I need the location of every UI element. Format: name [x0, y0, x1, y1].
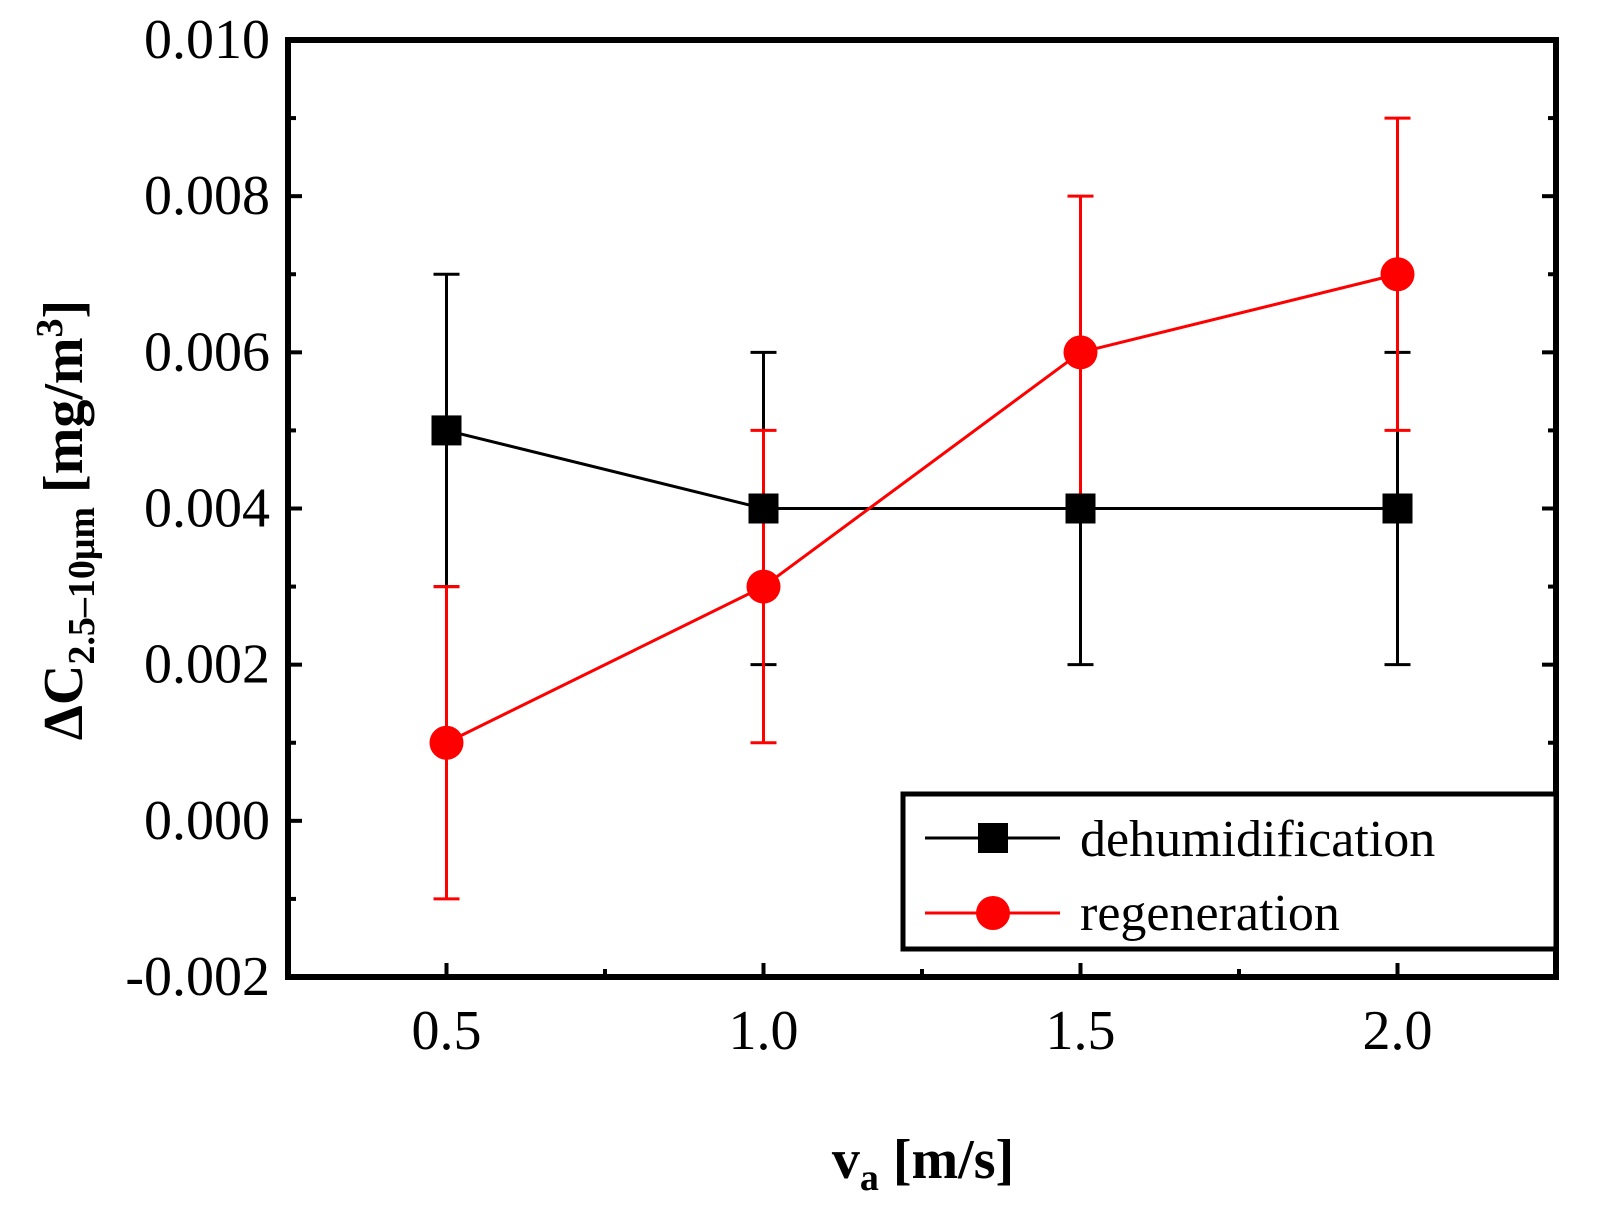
data-point-dehumidification: [1382, 493, 1413, 524]
data-point-dehumidification: [431, 415, 462, 446]
x-tick-label: 1.5: [1046, 1000, 1116, 1062]
x-axis-label: va [m/s]: [832, 1129, 1014, 1199]
y-tick-label: 0.006: [144, 321, 270, 383]
y-tick-label: 0.002: [144, 634, 270, 696]
x-tick-label: 1.0: [729, 1000, 799, 1062]
legend: dehumidification regeneration: [900, 791, 1559, 952]
x-tick-label: 2.0: [1363, 1000, 1433, 1062]
data-point-dehumidification: [748, 493, 779, 524]
data-point-regeneration: [1063, 335, 1098, 370]
series-line-regeneration: [445, 272, 1398, 745]
y-tick-label: 0.004: [144, 478, 270, 540]
y-tick-label: -0.002: [125, 946, 270, 1008]
y-tick-label: 0.010: [144, 9, 270, 71]
x-tick-label: 0.5: [412, 1000, 482, 1062]
y-axis-label: ΔC2.5–10μm [mg/m3]: [29, 300, 103, 740]
plot-area: [429, 116, 1415, 901]
legend-label-dehumidification: dehumidification: [1080, 811, 1435, 868]
axes: -0.002 0.000 0.002 0.004 0.006 0.008 0.010 0.5 1…: [125, 9, 1559, 1062]
legend-marker-regeneration: [976, 896, 1010, 930]
legend-marker-dehumidification: [978, 823, 1008, 853]
data-point-dehumidification: [1065, 493, 1096, 524]
data-point-regeneration: [746, 569, 781, 604]
y-tick-label: 0.000: [144, 790, 270, 852]
series-line-dehumidification: [446, 428, 1398, 510]
y-tick-label: 0.008: [144, 165, 270, 227]
data-point-regeneration: [429, 725, 464, 760]
data-point-regeneration: [1380, 257, 1415, 292]
legend-box: [900, 791, 1559, 952]
legend-label-regeneration: regeneration: [1080, 885, 1340, 942]
